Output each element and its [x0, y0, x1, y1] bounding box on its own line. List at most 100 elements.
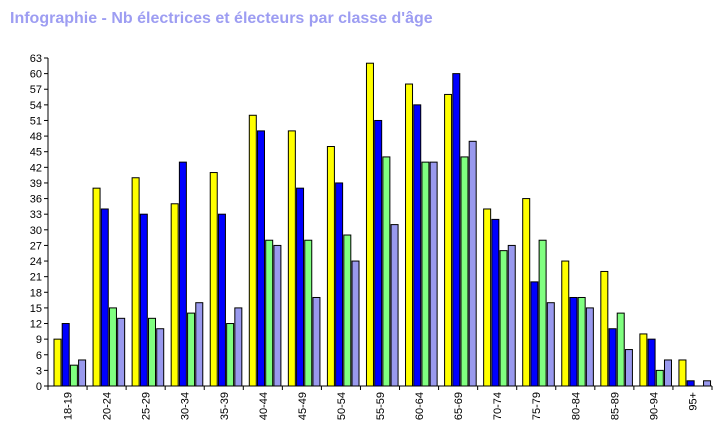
bar [405, 83, 414, 387]
x-tick-label: 80-84 [570, 392, 582, 420]
y-tick-label: 39 [30, 178, 42, 190]
x-tick-label: 90-94 [648, 392, 660, 420]
bar [507, 244, 516, 387]
bar [100, 208, 109, 387]
bar [429, 161, 438, 387]
bar [256, 130, 265, 387]
bar [390, 224, 399, 387]
y-tick-label: 36 [30, 194, 42, 206]
bar [460, 156, 469, 387]
x-tick-label: 95+ [687, 392, 699, 411]
bar [663, 359, 672, 387]
bar [117, 317, 126, 387]
bar [170, 203, 179, 387]
bar [639, 333, 648, 387]
bar [61, 323, 70, 387]
bar [187, 312, 196, 387]
bar [351, 260, 360, 387]
x-tick-label: 40-44 [258, 392, 270, 420]
bar [326, 146, 335, 387]
chart-title: Infographie - Nb électrices et électeurs… [10, 10, 433, 27]
y-tick-label: 45 [30, 147, 42, 159]
bar [647, 338, 656, 387]
bar [156, 328, 165, 387]
bar [703, 380, 712, 387]
bar [499, 250, 508, 387]
bar [530, 281, 539, 387]
bar [655, 369, 664, 387]
x-tick-label: 85-89 [609, 392, 621, 420]
bar [538, 239, 547, 387]
y-tick-label: 3 [36, 365, 42, 377]
bar [413, 104, 422, 387]
bar [108, 307, 117, 387]
bar [248, 114, 257, 387]
bar [569, 296, 578, 387]
bar [546, 302, 555, 387]
bar [585, 307, 594, 387]
x-tick-label: 50-54 [336, 392, 348, 420]
bar [577, 296, 586, 387]
bar [178, 161, 187, 387]
bar [312, 296, 321, 387]
y-tick-label: 12 [30, 319, 42, 331]
x-tick-label: 20-24 [102, 392, 114, 420]
bar [343, 234, 352, 387]
bar [287, 130, 296, 387]
bar [265, 239, 274, 387]
bars [53, 62, 712, 387]
bar [678, 359, 687, 387]
x-tick-label: 35-39 [219, 392, 231, 420]
bar [624, 349, 633, 387]
x-tick-label: 18-19 [63, 392, 75, 420]
x-tick-label: 55-59 [375, 392, 387, 420]
bar [335, 182, 344, 387]
bar [421, 161, 430, 387]
y-tick-label: 33 [30, 209, 42, 221]
bar [217, 213, 226, 387]
bar [78, 359, 87, 387]
y-tick-label: 18 [30, 287, 42, 299]
x-tick-label: 60-64 [414, 392, 426, 420]
x-tick-label: 65-69 [453, 392, 465, 420]
y-tick-label: 9 [36, 334, 42, 346]
x-tick-label: 45-49 [297, 392, 309, 420]
y-tick-label: 30 [30, 225, 42, 237]
bar [209, 172, 218, 387]
bar [686, 380, 695, 387]
bar [148, 317, 157, 387]
bar [234, 307, 243, 387]
y-tick-label: 60 [30, 69, 42, 81]
bar [382, 156, 391, 387]
bar [273, 244, 282, 387]
x-axis: 18-19 20-24 25-29 30-34 35-39 40-44 45-49 50-54… [47, 385, 713, 420]
bar [452, 73, 461, 387]
x-tick-label: 30-34 [180, 392, 192, 420]
y-tick-label: 15 [30, 303, 42, 315]
bar [195, 302, 204, 387]
bar [483, 208, 492, 387]
bar [600, 270, 609, 387]
y-tick-label: 6 [36, 350, 42, 362]
y-tick-label: 51 [30, 115, 42, 127]
bar [304, 239, 313, 387]
y-tick-label: 57 [30, 84, 42, 96]
y-tick-label: 27 [30, 240, 42, 252]
bar [226, 323, 235, 387]
y-tick-label: 0 [36, 381, 42, 393]
x-tick-label: 75-79 [531, 392, 543, 420]
bar [491, 218, 500, 387]
y-tick-label: 48 [30, 131, 42, 143]
bar [522, 198, 531, 387]
y-tick-label: 21 [30, 272, 42, 284]
bar [69, 364, 78, 387]
bar [296, 187, 305, 387]
bar [561, 260, 570, 387]
bar [139, 213, 148, 387]
bar [131, 177, 140, 387]
y-tick-label: 24 [30, 256, 42, 268]
bar [365, 62, 374, 387]
bar [608, 328, 617, 387]
